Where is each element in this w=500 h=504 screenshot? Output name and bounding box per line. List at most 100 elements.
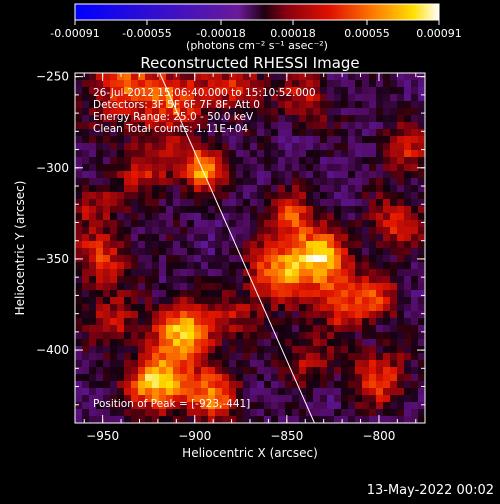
heatmap-cell	[306, 353, 314, 361]
heatmap-cell	[320, 157, 328, 165]
heatmap-cell	[243, 269, 251, 277]
heatmap-cell	[264, 199, 272, 207]
heatmap-cell	[404, 73, 412, 81]
heatmap-cell	[166, 395, 174, 403]
heatmap-cell	[313, 87, 321, 95]
heatmap-cell	[278, 255, 286, 263]
heatmap-cell	[110, 255, 118, 263]
heatmap-cell	[397, 192, 405, 200]
heatmap-cell	[145, 213, 153, 221]
heatmap-cell	[145, 395, 153, 403]
heatmap-cell	[187, 164, 195, 172]
heatmap-cell	[96, 332, 104, 340]
heatmap-cell	[278, 122, 286, 130]
heatmap-cell	[418, 360, 425, 368]
heatmap-cell	[89, 171, 97, 179]
heatmap-cell	[271, 304, 279, 312]
heatmap-cell	[89, 339, 97, 347]
heatmap-cell	[278, 164, 286, 172]
heatmap-cell	[411, 332, 419, 340]
heatmap-cell	[187, 304, 195, 312]
heatmap-cell	[201, 416, 209, 423]
heatmap-cell	[327, 101, 335, 109]
heatmap-cell	[173, 185, 181, 193]
heatmap-cell	[201, 213, 209, 221]
heatmap-cell	[103, 248, 111, 256]
heatmap-cell	[187, 220, 195, 228]
heatmap-cell	[369, 164, 377, 172]
heatmap-cell	[397, 241, 405, 249]
heatmap-cell	[110, 115, 118, 123]
heatmap-cell	[131, 199, 139, 207]
heatmap-cell	[138, 353, 146, 361]
heatmap-cell	[292, 129, 300, 137]
heatmap-cell	[89, 416, 97, 423]
heatmap-cell	[222, 283, 230, 291]
heatmap-cell	[229, 178, 237, 186]
heatmap-cell	[327, 402, 335, 410]
heatmap-cell	[229, 262, 237, 270]
heatmap-cell	[404, 388, 412, 396]
heatmap-cell	[411, 171, 419, 179]
heatmap-cell	[250, 157, 258, 165]
heatmap-cell	[299, 283, 307, 291]
heatmap-cell	[166, 388, 174, 396]
heatmap-cell	[173, 248, 181, 256]
heatmap-cell	[383, 360, 391, 368]
heatmap-cell	[341, 171, 349, 179]
heatmap-cell	[229, 122, 237, 130]
heatmap-cell	[285, 143, 293, 151]
chart-title: Reconstructed RHESSI Image	[140, 54, 359, 72]
heatmap-cell	[208, 80, 216, 88]
heatmap-cell	[180, 171, 188, 179]
heatmap-cell	[166, 122, 174, 130]
heatmap-cell	[348, 276, 356, 284]
heatmap-cell	[271, 318, 279, 326]
heatmap-cell	[299, 276, 307, 284]
heatmap-cell	[348, 101, 356, 109]
heatmap-cell	[404, 339, 412, 347]
heatmap-cell	[306, 199, 314, 207]
heatmap-cell	[348, 360, 356, 368]
heatmap-cell	[285, 115, 293, 123]
heatmap-cell	[292, 199, 300, 207]
heatmap-cell	[271, 248, 279, 256]
heatmap-cell	[264, 402, 272, 410]
heatmap-cell	[334, 367, 342, 375]
heatmap-cell	[194, 269, 202, 277]
heatmap-cell	[334, 283, 342, 291]
heatmap-cell	[390, 80, 398, 88]
heatmap-cell	[250, 381, 258, 389]
heatmap-cell	[208, 115, 216, 123]
heatmap-cell	[145, 136, 153, 144]
heatmap-cell	[341, 241, 349, 249]
heatmap-cell	[306, 101, 314, 109]
heatmap-cell	[257, 332, 265, 340]
heatmap-cell	[306, 108, 314, 116]
heatmap-cell	[250, 199, 258, 207]
heatmap-cell	[292, 388, 300, 396]
heatmap-cell	[166, 206, 174, 214]
heatmap-cell	[208, 192, 216, 200]
heatmap-cell	[390, 416, 398, 423]
heatmap-cell	[152, 346, 160, 354]
heatmap-cell	[278, 108, 286, 116]
heatmap-cell	[187, 311, 195, 319]
heatmap-cell	[320, 367, 328, 375]
heatmap-cell	[243, 164, 251, 172]
heatmap-cell	[236, 115, 244, 123]
heatmap-cell	[348, 234, 356, 242]
heatmap-cell	[355, 311, 363, 319]
heatmap-cell	[404, 346, 412, 354]
heatmap-cell	[257, 325, 265, 333]
heatmap-cell	[194, 388, 202, 396]
heatmap-cell	[250, 80, 258, 88]
heatmap-cell	[355, 178, 363, 186]
heatmap-cell	[152, 339, 160, 347]
heatmap-cell	[145, 80, 153, 88]
heatmap-cell	[418, 276, 425, 284]
heatmap-cell	[313, 164, 321, 172]
heatmap-cell	[145, 402, 153, 410]
heatmap-cell	[306, 143, 314, 151]
heatmap-cell	[131, 122, 139, 130]
